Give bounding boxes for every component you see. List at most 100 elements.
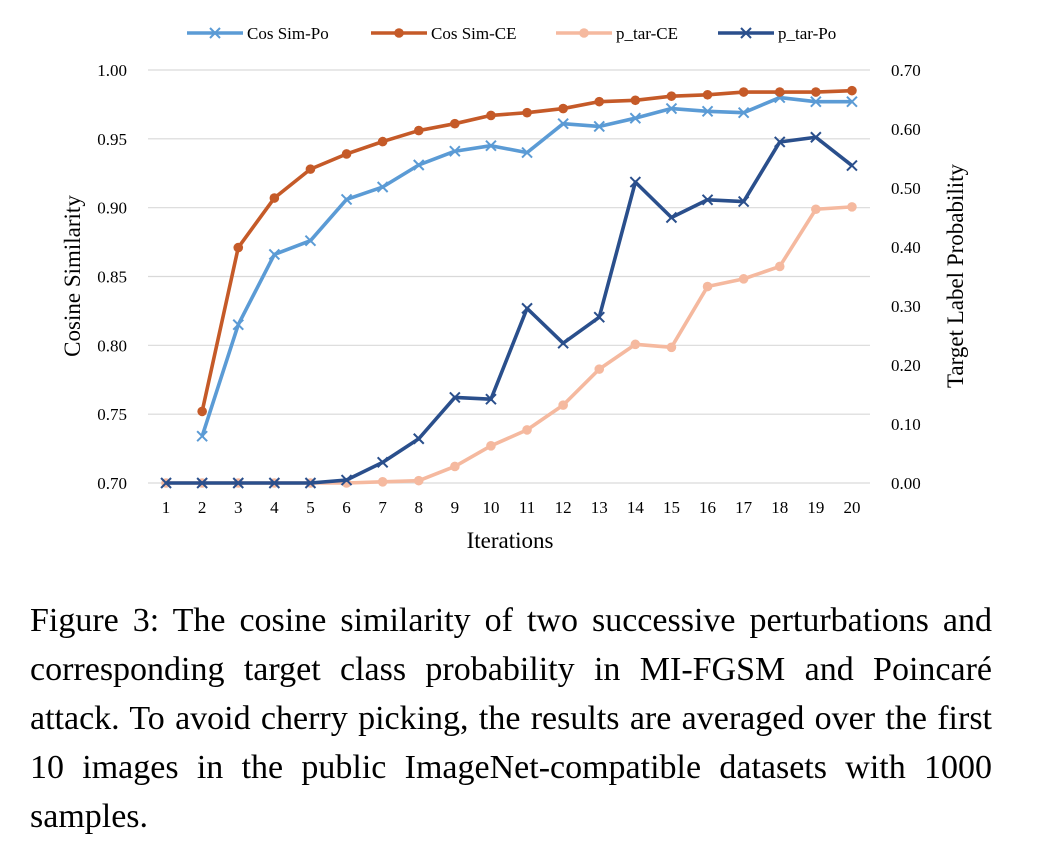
series-line	[200, 95, 852, 437]
legend-marker	[209, 27, 221, 39]
legend-label: p_tar-Po	[778, 24, 836, 43]
data-point	[413, 433, 425, 445]
data-point	[376, 456, 389, 469]
series-cos-sim-po	[196, 91, 858, 442]
x-tick-label: 9	[451, 498, 460, 517]
data-point	[197, 406, 207, 417]
x-tick-label: 8	[415, 498, 424, 517]
x-tick-label: 5	[306, 498, 315, 517]
data-point	[232, 318, 244, 331]
data-point	[449, 391, 461, 404]
right-axis-title: Target Label Probability	[943, 163, 968, 388]
data-point	[450, 118, 460, 129]
right-tick-label: 0.40	[891, 238, 921, 257]
right-tick-label: 0.10	[891, 415, 921, 434]
data-point	[268, 248, 281, 261]
data-point	[485, 140, 497, 152]
x-tick-label: 18	[771, 498, 788, 517]
x-tick-label: 19	[807, 498, 824, 517]
data-point	[847, 202, 857, 212]
data-point	[558, 103, 568, 114]
data-point	[340, 193, 353, 206]
left-tick-label: 0.90	[97, 199, 127, 218]
left-tick-label: 0.75	[97, 405, 127, 424]
legend-label: p_tar-CE	[616, 24, 678, 43]
x-tick-label: 16	[699, 498, 716, 517]
data-point	[413, 475, 424, 486]
right-axis-ticks: 0.00 0.10 0.20 0.30 0.40 0.50 0.60 0.70	[891, 61, 921, 493]
legend-item: Cos Sim-CE	[371, 24, 517, 43]
data-point	[376, 181, 389, 193]
x-axis-title: Iterations	[467, 528, 554, 553]
data-point	[233, 242, 244, 253]
data-point	[304, 477, 317, 489]
data-point	[738, 274, 749, 284]
legend-item: Cos Sim-Po	[187, 24, 329, 43]
data-point	[450, 461, 460, 472]
data-point	[810, 131, 822, 143]
x-tick-label: 15	[663, 498, 680, 517]
right-tick-label: 0.60	[891, 120, 921, 139]
x-tick-label: 12	[555, 498, 572, 517]
data-point	[377, 477, 388, 487]
right-tick-label: 0.20	[891, 356, 921, 375]
left-tick-label: 0.70	[97, 474, 127, 493]
data-point	[269, 193, 280, 203]
x-tick-label: 6	[342, 498, 351, 517]
legend-label: Cos Sim-CE	[431, 24, 517, 43]
data-point	[305, 164, 316, 174]
data-point	[665, 211, 678, 224]
data-point	[232, 477, 244, 489]
data-point	[665, 102, 678, 115]
left-tick-label: 1.00	[97, 61, 127, 80]
x-tick-label: 11	[519, 498, 535, 517]
series-layer	[160, 85, 858, 489]
left-tick-label: 0.80	[97, 336, 127, 355]
data-point	[630, 95, 641, 106]
legend-marker	[579, 28, 589, 38]
gridlines	[148, 69, 870, 484]
x-tick-label: 4	[270, 498, 279, 517]
right-tick-label: 0.70	[891, 61, 921, 80]
x-tick-label: 14	[627, 498, 645, 517]
data-point	[846, 95, 858, 108]
data-point	[629, 176, 642, 188]
data-point	[522, 425, 532, 435]
caption-text: Figure 3: The cosine similarity of two s…	[30, 602, 992, 835]
data-point	[486, 110, 496, 121]
data-point	[737, 195, 750, 208]
legend: Cos Sim-Po Cos Sim-CE p_tar-CE p_tar-Po	[187, 24, 836, 43]
legend-marker	[740, 27, 752, 39]
data-point	[558, 400, 568, 410]
series-p-tar-po	[160, 131, 858, 489]
figure-3-chart: 0.70 0.75 0.80 0.85 0.90 0.95 1.00 0.00 0.10 0.2…	[60, 24, 968, 553]
legend-item: p_tar-Po	[718, 24, 836, 43]
data-point	[557, 117, 569, 130]
left-axis-title: Cosine Similarity	[60, 195, 85, 357]
data-point	[774, 136, 786, 148]
x-tick-label: 2	[198, 498, 207, 517]
data-point	[268, 477, 281, 489]
data-point	[593, 311, 605, 323]
data-point	[811, 204, 821, 215]
data-point	[522, 107, 532, 118]
x-tick-label: 20	[843, 498, 860, 517]
legend-label: Cos Sim-Po	[247, 24, 329, 43]
data-point	[449, 145, 461, 157]
data-point	[702, 281, 713, 292]
right-tick-label: 0.50	[891, 179, 921, 198]
data-point	[160, 477, 172, 489]
data-point	[738, 87, 749, 97]
data-point	[594, 96, 605, 107]
x-tick-label: 3	[234, 498, 243, 517]
right-tick-label: 0.00	[891, 474, 921, 493]
data-point	[846, 159, 858, 172]
data-point	[377, 136, 388, 147]
x-tick-label: 7	[378, 498, 387, 517]
x-axis-ticks: 1 2 3 4 5 6 7 8 9 10 11 12 13 14 15 16 17 18 19 20	[162, 498, 861, 517]
data-point	[810, 95, 822, 108]
data-point	[413, 125, 424, 136]
figure-caption: Figure 3: The cosine similarity of two s…	[30, 596, 992, 841]
data-point	[196, 477, 208, 489]
data-point	[196, 430, 208, 442]
